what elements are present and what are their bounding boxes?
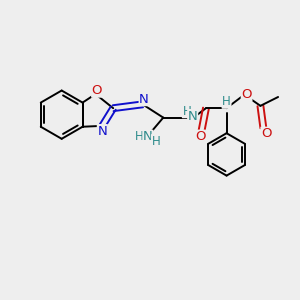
Text: H: H: [152, 135, 160, 148]
Text: N: N: [98, 125, 107, 138]
Text: N: N: [143, 130, 153, 143]
Text: H: H: [182, 105, 191, 118]
Text: N: N: [139, 93, 149, 106]
Text: O: O: [92, 84, 102, 97]
Text: H: H: [134, 130, 143, 143]
Text: H: H: [222, 95, 231, 108]
Text: N: N: [188, 110, 198, 123]
Text: O: O: [241, 88, 252, 101]
Text: O: O: [195, 130, 205, 143]
Text: O: O: [261, 127, 272, 140]
